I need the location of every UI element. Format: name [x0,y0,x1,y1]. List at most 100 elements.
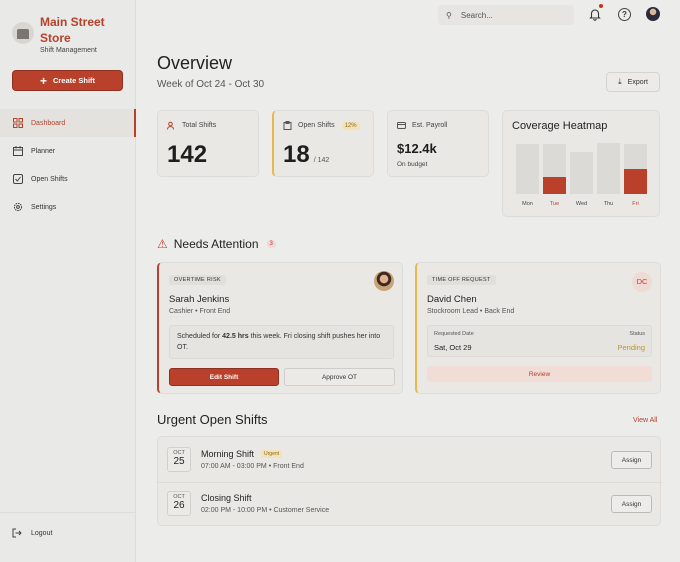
date-month: OCT [173,494,185,500]
divider [158,482,662,483]
search-placeholder: Search... [460,10,493,20]
shift-time: 02:00 PM - 10:00 PM • Customer Service [201,507,330,514]
checkbox-icon [13,174,23,184]
sidebar-item-label: Dashboard [31,119,66,127]
heatmap-day-label: Wed [575,201,588,207]
shift-name: Closing Shift [201,493,252,503]
create-shift-label: Create Shift [52,76,96,85]
needs-attention-title: Needs Attention [173,237,259,251]
review-button[interactable]: Review [427,366,652,382]
store-name: Main Street Store [40,15,105,45]
employee-role: Cashier • Front End [169,308,231,315]
open-shifts-total: / 142 [313,157,330,164]
create-shift-button[interactable]: + Create Shift [12,70,123,91]
assign-button[interactable]: Assign [611,495,652,513]
needs-attention-heading: ⚠ Needs Attention 3 [157,237,276,251]
search-icon: ⚲ [446,10,452,20]
urgent-badge: Urgent [261,450,283,458]
sidebar-item-open-shifts[interactable]: Open Shifts [0,165,136,193]
employee-role: Stockroom Lead • Back End [427,308,515,315]
heatmap-column-tue [543,144,566,194]
requested-date-label: Requested Date [434,331,474,337]
logout-label: Logout [31,529,53,537]
overtime-note: Scheduled for 42.5 hrs this week. Fri cl… [169,325,394,359]
avatar [374,271,394,291]
payroll-value: $12.4k [397,141,437,156]
employee-name: David Chen [427,294,477,305]
date-badge: OCT 26 [167,491,191,516]
overtime-risk-card: OVERTIME RISK Sarah Jenkins Cashier • Fr… [157,262,403,394]
wallet-icon [397,122,406,129]
time-off-tag: TIME OFF REQUEST [427,275,496,285]
payroll-label: Est. Payroll [412,122,448,129]
download-icon: ⤓ [618,77,622,86]
heatmap-chart [516,142,651,194]
requested-date-value: Sat, Oct 29 [434,343,472,352]
export-label: Export [627,78,648,86]
open-shifts-value-row: 18/ 142 [283,141,329,169]
note-hours: 42.5 hrs [222,333,249,340]
store-logo-icon [12,22,34,44]
heatmap-column-thu [597,143,620,194]
heatmap-day-label: Tue [549,201,560,207]
sidebar: Main Street Store Shift Management + Cre… [0,0,136,562]
assign-button[interactable]: Assign [611,451,652,469]
logout-icon [12,528,22,538]
sidebar-nav: Dashboard Planner Open Shifts Settings [0,109,136,221]
heatmap-title: Coverage Heatmap [512,120,608,132]
sidebar-item-dashboard[interactable]: Dashboard [0,109,136,137]
total-shifts-card: Total Shifts 142 [157,110,259,177]
list-item: OCT 26 Closing Shift 02:00 PM - 10:00 PM… [158,481,662,525]
date-day: 26 [173,500,185,511]
search-input[interactable]: ⚲ Search... [438,5,574,25]
user-avatar[interactable] [646,7,660,21]
open-shifts-value: 18 [283,141,310,168]
export-button[interactable]: ⤓ Export [606,72,660,92]
page-subtitle: Week of Oct 24 - Oct 30 [157,79,265,90]
heatmap-column-mon [516,144,539,194]
page-title: Overview [157,53,233,73]
heatmap-day-label: Mon [522,201,533,207]
shift-name-row: Closing Shift [201,493,252,503]
open-shifts-label: Open Shifts [298,122,335,129]
coverage-heatmap-card: Coverage Heatmap Mon Tue Wed Thu Fri [502,110,660,217]
calendar-icon [13,146,23,156]
needs-attention-count: 3 [266,240,276,248]
gear-icon [13,202,23,212]
payroll-card: Est. Payroll $12.4k On budget [387,110,489,177]
total-shifts-value: 142 [167,141,208,168]
view-all-link[interactable]: View All [633,417,658,424]
date-day: 25 [173,456,185,467]
store-subtitle: Shift Management [40,47,97,54]
divider [0,512,136,513]
heatmap-day-label: Thu [603,201,614,207]
heatmap-fill-fri [624,169,647,194]
notification-dot [599,4,603,8]
clipboard-icon [283,121,292,130]
urgent-shift-list: OCT 25 Morning Shift Urgent 07:00 AM - 0… [157,436,662,526]
overtime-risk-tag: OVERTIME RISK [169,275,226,285]
note-text: Scheduled for [177,333,223,340]
sidebar-item-settings[interactable]: Settings [0,193,136,221]
users-icon [167,121,174,130]
approve-ot-button[interactable]: Approve OT [284,368,395,386]
total-shifts-label: Total Shifts [182,122,217,129]
logout-button[interactable]: Logout [12,528,52,538]
date-badge: OCT 25 [167,447,191,472]
shift-name: Morning Shift [201,449,255,459]
edit-shift-button[interactable]: Edit Shift [169,368,279,386]
sidebar-item-planner[interactable]: Planner [0,137,136,165]
shift-name-row: Morning Shift Urgent [201,449,283,459]
open-shifts-card: Open Shifts 12% 18/ 142 [272,110,374,177]
status-badge: Pending [617,343,645,352]
sidebar-item-label: Settings [31,203,57,211]
shift-time: 07:00 AM - 03:00 PM • Front End [201,463,304,470]
help-icon[interactable]: ? [618,8,631,21]
heatmap-column-fri [624,144,647,194]
request-details: Requested Date Sat, Oct 29 Status Pendin… [427,325,652,357]
bell-icon[interactable] [588,7,602,21]
plus-icon: + [39,73,47,88]
grid-icon [13,118,23,128]
brand: Main Street Store Shift Management [12,14,120,54]
heatmap-column-wed [570,151,593,194]
